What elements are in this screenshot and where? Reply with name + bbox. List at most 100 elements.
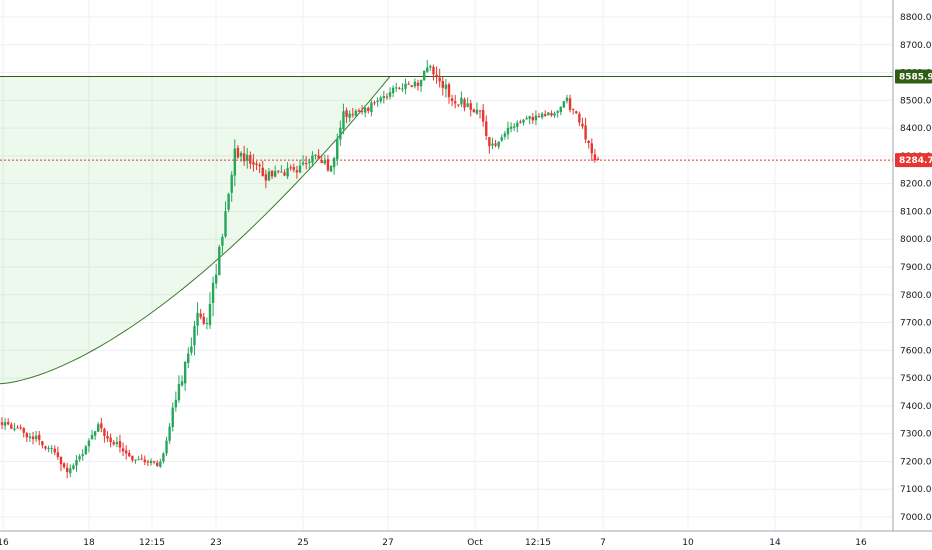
candle-body bbox=[0, 422, 4, 425]
candle bbox=[128, 449, 131, 458]
candle-body bbox=[246, 154, 249, 161]
candle-body bbox=[441, 80, 444, 88]
candle bbox=[171, 402, 174, 432]
candle bbox=[571, 108, 575, 115]
candle bbox=[295, 165, 299, 179]
candle bbox=[236, 145, 240, 159]
candle-body bbox=[22, 427, 25, 433]
candle bbox=[90, 430, 94, 440]
candle bbox=[435, 66, 438, 84]
candle-body bbox=[236, 147, 240, 158]
candle bbox=[202, 312, 205, 326]
price-axis[interactable]: 8800.008700.008600.008500.008400.008300.… bbox=[892, 0, 932, 531]
candle bbox=[193, 320, 196, 356]
candle-body bbox=[292, 167, 295, 170]
candle-body bbox=[47, 447, 50, 449]
candle bbox=[317, 148, 320, 159]
candle-body bbox=[90, 434, 94, 440]
candle-body bbox=[56, 452, 60, 458]
candle bbox=[422, 70, 426, 81]
candle-body bbox=[413, 81, 417, 87]
candle bbox=[41, 440, 44, 449]
candle-body bbox=[354, 110, 358, 116]
candle bbox=[522, 119, 525, 126]
candle bbox=[342, 103, 345, 135]
candle-body bbox=[503, 133, 507, 137]
candle bbox=[584, 117, 587, 144]
candle bbox=[159, 458, 162, 468]
candle-body bbox=[367, 107, 370, 112]
candle-body bbox=[171, 407, 174, 427]
candle-body bbox=[106, 436, 109, 439]
candle bbox=[544, 110, 547, 117]
candle-body bbox=[100, 423, 103, 429]
candle bbox=[432, 64, 435, 81]
candle-body bbox=[320, 160, 323, 164]
candle-body bbox=[183, 361, 187, 384]
candle bbox=[345, 107, 348, 124]
y-tick-label: 7600.00 bbox=[900, 346, 932, 356]
projection-curve[interactable] bbox=[0, 76, 391, 385]
candle-body bbox=[550, 113, 553, 116]
candle-body bbox=[547, 112, 550, 116]
candle bbox=[31, 431, 35, 445]
candle bbox=[500, 134, 503, 142]
candle-body bbox=[93, 431, 97, 436]
candle-body bbox=[152, 461, 156, 463]
candle bbox=[547, 112, 550, 116]
price-levels bbox=[0, 75, 893, 161]
candle bbox=[525, 115, 528, 120]
candle-body bbox=[255, 163, 258, 166]
candle bbox=[7, 418, 10, 426]
candle-body bbox=[416, 82, 420, 86]
candle bbox=[587, 140, 590, 149]
candle bbox=[454, 94, 457, 109]
candle-body bbox=[305, 163, 308, 165]
candle bbox=[534, 110, 538, 126]
candle bbox=[103, 427, 106, 443]
candle bbox=[506, 121, 510, 140]
candle-body bbox=[227, 193, 230, 210]
candle bbox=[292, 163, 295, 173]
candle bbox=[348, 110, 351, 123]
candle-body bbox=[429, 66, 432, 68]
candle bbox=[100, 417, 103, 433]
y-tick-label: 8200.00 bbox=[900, 180, 932, 190]
candle-body bbox=[7, 422, 10, 425]
candle-body bbox=[44, 446, 47, 449]
candle bbox=[233, 139, 237, 187]
candle-body bbox=[329, 165, 333, 172]
candle bbox=[199, 308, 202, 320]
candle-body bbox=[211, 282, 215, 304]
candle bbox=[398, 86, 401, 90]
time-axis[interactable]: 16 18 12:15 23 25 27 Oct 12:15 7 10 14 16 bbox=[0, 530, 932, 548]
candle-body bbox=[590, 143, 593, 154]
candle-body bbox=[69, 468, 72, 474]
candle bbox=[314, 154, 317, 160]
candle-body bbox=[336, 138, 339, 160]
candle bbox=[59, 456, 63, 472]
candle-body bbox=[10, 424, 13, 429]
candle-body bbox=[156, 462, 159, 466]
candle-body bbox=[485, 121, 488, 136]
candle-body bbox=[556, 111, 559, 113]
candle bbox=[339, 120, 342, 146]
candle bbox=[187, 347, 190, 369]
candle-body bbox=[544, 114, 547, 116]
candle-body bbox=[540, 113, 544, 118]
candle bbox=[379, 95, 382, 104]
candle-body bbox=[252, 162, 255, 165]
candle-body bbox=[199, 313, 202, 318]
candle bbox=[401, 83, 404, 92]
candle-body bbox=[528, 116, 531, 119]
candle-body bbox=[562, 101, 566, 108]
candle bbox=[475, 102, 479, 115]
candle-body bbox=[239, 152, 243, 157]
candle-body bbox=[494, 143, 497, 146]
candle bbox=[283, 169, 286, 177]
candle-body bbox=[165, 440, 168, 454]
candle bbox=[62, 462, 66, 469]
candle-body bbox=[75, 460, 78, 466]
